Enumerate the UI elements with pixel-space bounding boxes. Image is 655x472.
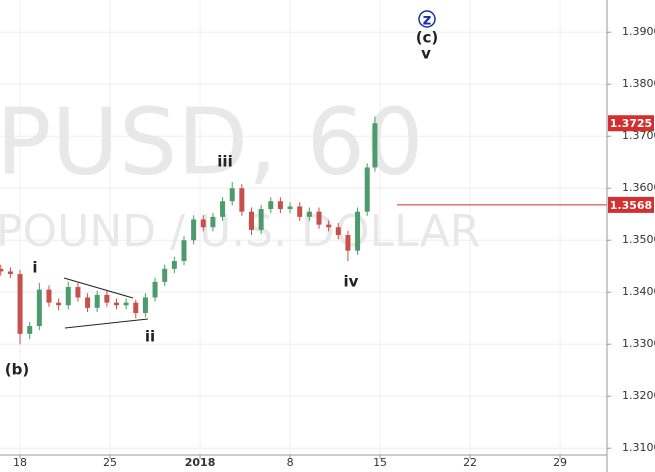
x-tick-label: 29 (553, 456, 567, 469)
candle-body (239, 188, 245, 212)
candle-body (306, 211, 312, 217)
candle-body (191, 219, 197, 241)
triangle-line (63, 277, 134, 299)
watermark: PUSD, 60 (0, 88, 424, 195)
candle-body (85, 297, 91, 308)
x-tick-label: 22 (463, 456, 477, 469)
candle-body (171, 261, 177, 269)
candle-body (162, 268, 168, 282)
candle-body (355, 211, 361, 251)
candle-body (7, 271, 13, 275)
candle-body (277, 201, 283, 210)
x-tick-label: 2018 (185, 456, 216, 469)
price-label-box (608, 115, 654, 132)
candle-body (94, 294, 100, 308)
x-tick-label: 8 (287, 456, 294, 469)
candle-body (0, 268, 4, 272)
grid (0, 0, 607, 455)
wave-circle (418, 10, 436, 28)
candle-body (316, 211, 322, 225)
candle-body (248, 211, 254, 230)
candle-body (326, 224, 332, 228)
watermark-subtitle: POUND / U.S. DOLLAR (0, 206, 480, 257)
y-tick-label: 1.3200 (622, 389, 655, 402)
wave-label: (b) (5, 361, 29, 379)
candle-body (335, 227, 341, 236)
y-tick-label: 1.3900 (622, 25, 655, 38)
y-tick-label: 1.3500 (622, 233, 655, 246)
y-tick-label: 1.3100 (622, 441, 655, 454)
candle-body (133, 302, 139, 314)
x-tick-label: 25 (103, 456, 117, 469)
candle-body (123, 302, 129, 306)
candle-body (210, 216, 216, 228)
x-tick-label: 15 (373, 456, 387, 469)
candle-body (17, 274, 23, 334)
candle-body (65, 287, 71, 306)
candles (0, 116, 607, 345)
y-tick-label: 1.3400 (622, 285, 655, 298)
candle-body (46, 289, 52, 303)
wave-label: v (421, 45, 431, 63)
wave-label: ii (145, 328, 155, 346)
candle-body (36, 289, 42, 327)
triangle-line (64, 318, 149, 329)
candle-body (297, 206, 303, 217)
y-tick-label: 1.3600 (622, 181, 655, 194)
price-label: 1.3725 (610, 117, 652, 130)
wave-label: iv (344, 273, 359, 291)
candle-body (113, 302, 119, 306)
candle-body (152, 281, 158, 298)
candle-body (75, 287, 81, 298)
candle-body (27, 326, 33, 334)
wave-label: (c) (416, 29, 439, 47)
wave-label: iii (217, 153, 232, 171)
price-label-box (608, 196, 654, 213)
candle-body (364, 167, 370, 212)
price-label: 1.3568 (610, 199, 652, 212)
wave-label: i (32, 259, 37, 277)
candle-body (181, 240, 187, 262)
candle-body (200, 219, 206, 228)
candle-body (229, 188, 235, 202)
candle-body (372, 123, 378, 168)
wave-label: z (423, 11, 432, 29)
candle-body (268, 201, 274, 210)
y-tick-label: 1.3800 (622, 77, 655, 90)
candle-body (56, 302, 62, 306)
candle-body (287, 206, 293, 210)
candle-body (220, 201, 226, 217)
y-tick-label: 1.3700 (622, 129, 655, 142)
candle-body (142, 297, 148, 314)
x-tick-label: 18 (13, 456, 27, 469)
candle-body (258, 209, 264, 230)
y-tick-label: 1.3300 (622, 337, 655, 350)
candle-body (104, 294, 110, 303)
candle-body (345, 235, 351, 251)
